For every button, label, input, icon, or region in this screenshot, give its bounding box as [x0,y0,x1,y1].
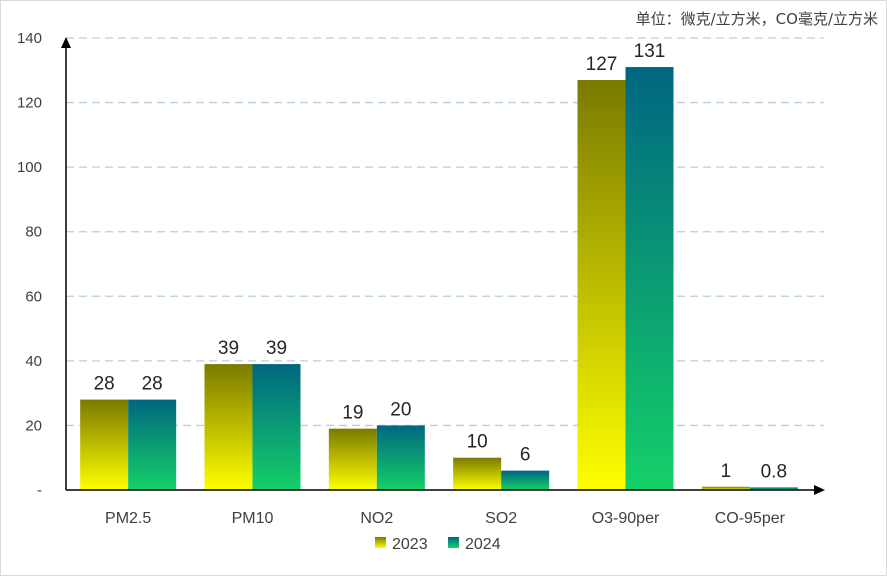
legend: 2023 2024 [375,536,501,553]
y-tick-label: 100 [17,159,42,176]
x-tick-label: PM10 [232,510,274,527]
x-axis-category-labels: PM2.5 PM10 NO2 SO2 O3-90per CO-95per [105,510,786,527]
data-label: 127 [586,54,618,75]
bar-2023-pm2-5 [80,399,129,490]
axes [61,37,825,495]
y-axis-tick-labels: - 20 40 60 80 100 120 140 [17,30,42,499]
data-labels: 28 28 39 39 19 20 10 6 127 131 1 0.8 [94,41,787,482]
legend-label-2023: 2023 [392,536,428,553]
data-label: 20 [390,399,411,420]
x-tick-label: PM2.5 [105,510,151,527]
y-tick-label: - [37,482,42,499]
y-tick-label: 40 [25,353,42,370]
data-label: 6 [520,445,531,466]
bar-2024-pm10 [252,364,301,490]
data-label: 39 [266,338,287,359]
gridlines [66,37,824,427]
bar-2023-no2 [328,428,377,490]
data-label: 0.8 [761,461,787,482]
bar-2024-pm2-5 [128,399,177,490]
x-axis-arrow-icon [814,485,825,495]
bar-2023-o3-90per [577,79,626,490]
y-tick-label: 140 [17,30,42,47]
data-label: 39 [218,338,239,359]
x-tick-label: O3-90per [592,510,660,527]
y-tick-label: 80 [25,224,42,241]
legend-swatch-2024 [448,537,459,548]
data-label: 28 [94,374,115,395]
x-tick-label: NO2 [360,510,393,527]
data-label: 28 [142,374,163,395]
y-tick-label: 20 [25,417,42,434]
legend-label-2024: 2024 [465,536,501,553]
y-tick-label: 60 [25,288,42,305]
bar-2023-pm10 [204,364,253,490]
data-label: 131 [634,41,666,62]
legend-swatch-2023 [375,537,386,548]
unit-label: 单位：微克/立方米，CO毫克/立方米 [636,10,878,28]
bar-2024-co-95per [749,487,798,490]
bar-2023-so2 [453,457,502,490]
bar-2023-co-95per [701,486,750,490]
x-tick-label: CO-95per [715,510,786,527]
y-axis-arrow-icon [61,37,71,48]
data-label: 1 [721,461,732,482]
bar-2024-no2 [376,425,425,490]
x-tick-label: SO2 [485,510,517,527]
bar-2024-o3-90per [625,67,674,491]
bar-2024-so2 [501,470,550,490]
data-label: 19 [342,403,363,424]
bars [80,67,798,491]
data-label: 10 [467,432,488,453]
y-tick-label: 120 [17,95,42,112]
